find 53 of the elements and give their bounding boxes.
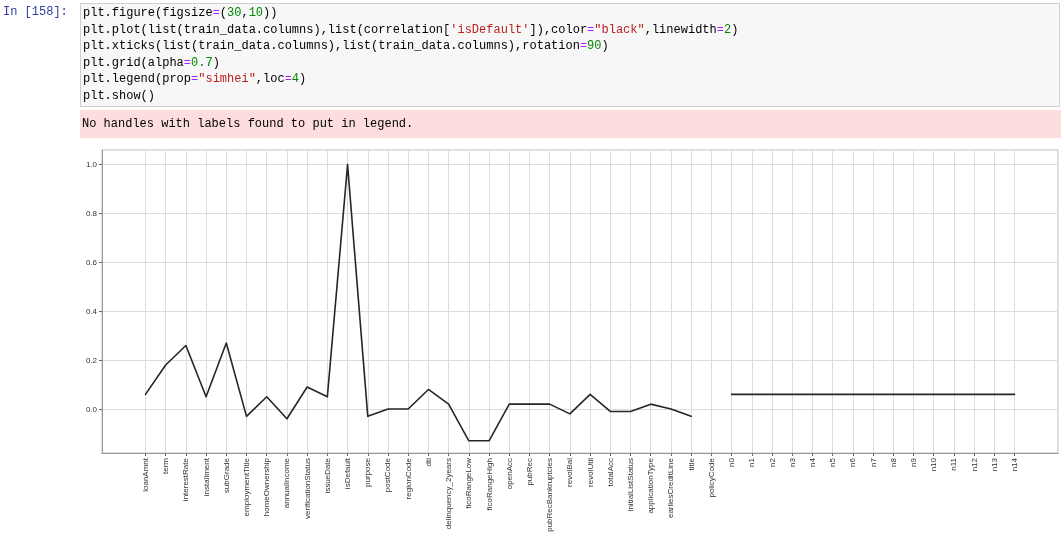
x-tick-label: ficoRangeLow — [464, 457, 474, 509]
x-tick-label: revolBal — [565, 457, 575, 487]
x-tick-label: homeOwnership — [262, 457, 272, 517]
x-tick-label: subGrade — [221, 457, 231, 494]
code-cell: plt.figure(figsize=(30,10)) plt.plot(list(train_data.columns),list(correlation['isDefault']),color="black",linewidth=2) plt.xticks(list(train_data.columns),list(train_data.columns),rotation=90) plt.grid(alpha=0.7) plt.legend(prop="simhei",loc=4) plt.show() — [80, 3, 1060, 107]
x-tick-label: employmentTitle — [242, 457, 252, 517]
x-tick-label: interestRate — [181, 457, 191, 502]
y-tick-label: 1.0 — [85, 160, 98, 170]
x-tick-label: n9 — [908, 457, 918, 467]
x-tick-label: n12 — [969, 457, 979, 472]
x-tick-label: title — [686, 457, 696, 471]
x-tick-label: pubRec — [524, 458, 534, 486]
x-tick-label: n5 — [828, 457, 838, 467]
x-tick-label: n0 — [727, 457, 737, 467]
output-box: No handles with labels found to put in legend. — [80, 110, 1061, 138]
x-tick-label: verificationStatus — [302, 458, 312, 519]
x-tick-label: postCode — [383, 457, 393, 493]
x-tick-label: n3 — [787, 457, 797, 467]
x-tick-label: purpose — [363, 457, 373, 487]
x-tick-label: installment — [201, 457, 211, 497]
x-tick-label: n1 — [747, 457, 757, 467]
x-tick-label: n13 — [989, 457, 999, 472]
x-tick-label: n7 — [868, 457, 878, 467]
x-tick-label: n2 — [767, 457, 777, 467]
x-tick-label: initialListStatus — [626, 458, 636, 512]
x-tick-label: pubRecBankruptcies — [545, 458, 555, 532]
x-tick-label: loanAmnt — [140, 457, 150, 492]
x-tick-label: regionCode — [403, 457, 413, 500]
y-tick-label: 0.0 — [85, 404, 98, 414]
x-tick-label: n14 — [1010, 457, 1020, 472]
x-tick-label: dti — [423, 457, 433, 467]
x-tick-label: ficoRangeHigh — [484, 458, 494, 511]
x-tick-label: earliesCreditLine — [666, 457, 676, 519]
x-tick-label: term — [161, 457, 171, 474]
y-tick-label: 0.4 — [85, 306, 98, 316]
x-tick-label: revolUtil — [585, 457, 595, 487]
y-tick-label: 0.6 — [85, 257, 98, 267]
text: In [158]: — [3, 4, 68, 20]
x-tick-label: n8 — [888, 457, 898, 467]
y-tick-label: 0.8 — [85, 209, 98, 219]
x-tick-label: n4 — [807, 457, 817, 467]
x-tick-label: policyCode — [706, 457, 716, 498]
x-tick-label: n6 — [848, 457, 858, 467]
x-tick-label: openAcc — [504, 458, 514, 490]
x-tick-label: delinquency_2years — [444, 458, 454, 530]
x-tick-label: totalAcc — [605, 458, 615, 487]
x-tick-label: isDefault — [343, 457, 353, 490]
x-tick-label: n10 — [929, 457, 939, 472]
y-tick-label: 0.2 — [85, 355, 98, 365]
x-tick-label: issueDate — [322, 457, 332, 494]
x-tick-label: applicationType — [646, 457, 656, 514]
x-tick-label: annualIncome — [282, 457, 292, 509]
x-tick-label: n11 — [949, 457, 959, 471]
